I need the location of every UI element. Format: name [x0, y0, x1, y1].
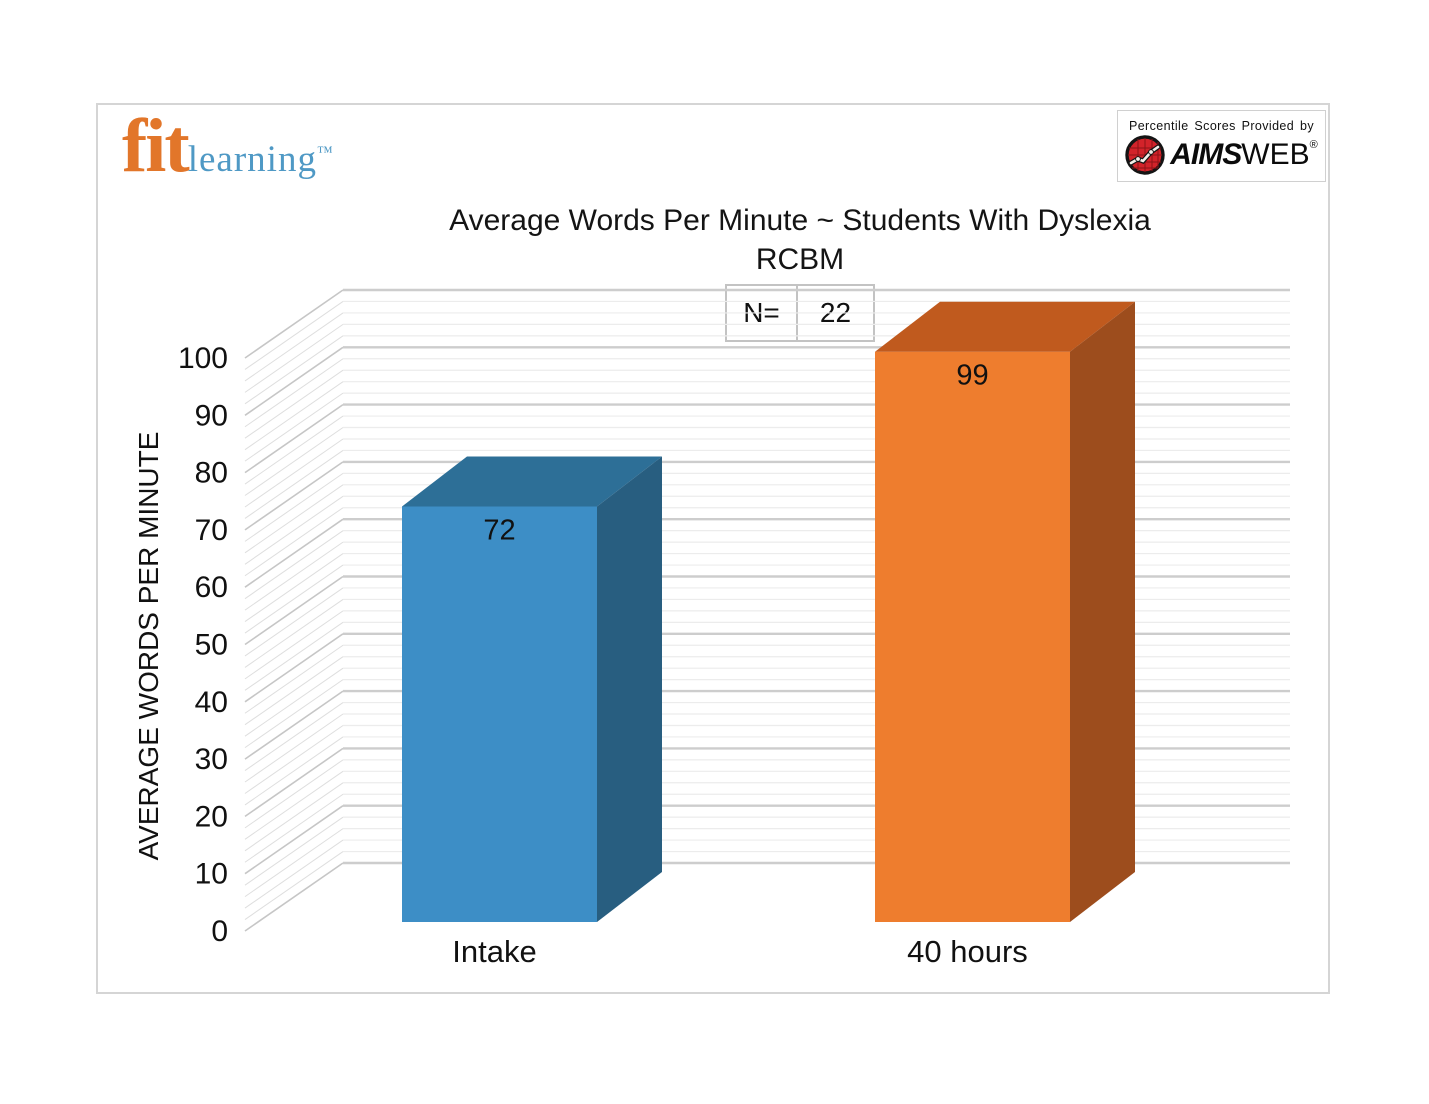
fit-logo-text: fit [122, 104, 190, 188]
aimsweb-wordmark: AIMSWEB® [1170, 138, 1318, 171]
aimsweb-provider-box: Percentile Scores Provided by AIMSWEB® [1117, 110, 1326, 182]
learning-logo-text: learning [187, 139, 317, 180]
trademark-symbol: ™ [316, 144, 333, 161]
chart-subtitle: RCBM [755, 243, 845, 276]
chart-title: Average Words Per Minute ~ Students With… [449, 204, 1151, 237]
provider-caption: Percentile Scores Provided by [1128, 119, 1315, 133]
sample-size-box: N= 22 [725, 284, 875, 342]
aimsweb-brand: AIMSWEB® [1125, 135, 1318, 175]
fit-learning-logo: fitlearning™ [122, 108, 333, 184]
chart-title-block: Average Words Per Minute ~ Students With… [400, 201, 1200, 279]
sample-size-label: N= [725, 284, 796, 342]
sample-size-value: 22 [796, 284, 875, 342]
aimsweb-globe-linechart-icon [1125, 135, 1165, 175]
